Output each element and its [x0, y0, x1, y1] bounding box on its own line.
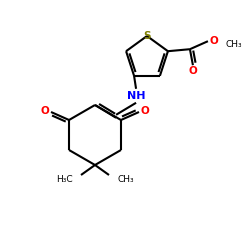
Text: O: O	[210, 36, 219, 46]
Text: O: O	[41, 106, 50, 116]
Text: CH₃: CH₃	[117, 176, 134, 184]
Text: NH: NH	[127, 91, 145, 101]
Text: S: S	[143, 31, 151, 41]
Text: H₃C: H₃C	[56, 176, 73, 184]
Text: CH₃: CH₃	[226, 40, 242, 49]
Text: O: O	[140, 106, 149, 116]
Text: O: O	[188, 66, 197, 76]
